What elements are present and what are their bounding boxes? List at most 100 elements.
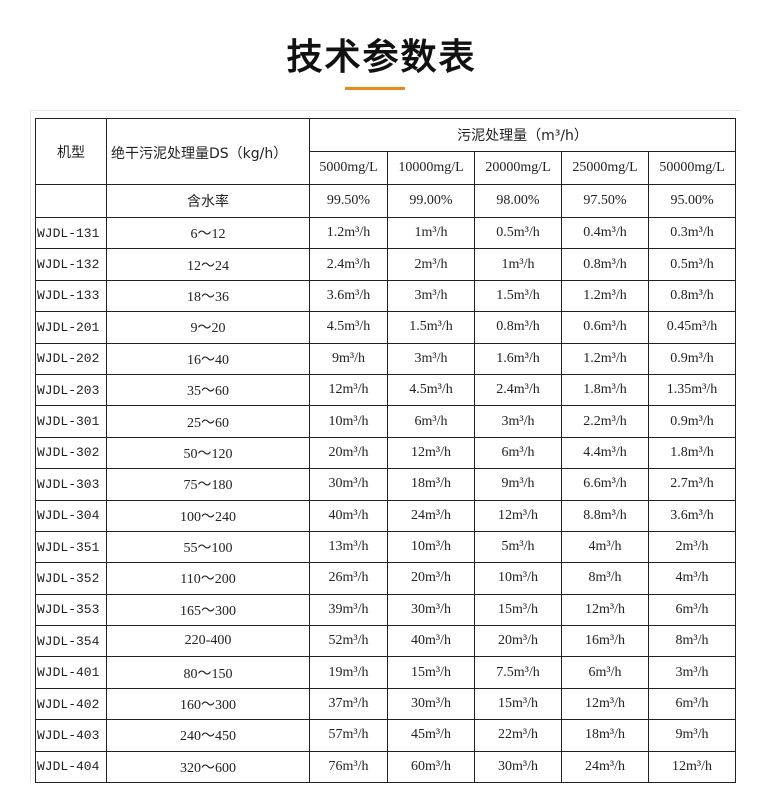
model-cell: WJDL-404 [35,750,107,784]
capacity-cell: 12m³/h [647,750,737,784]
capacity-cell: 3m³/h [647,656,737,689]
capacity-cell: 0.9m³/h [647,342,737,375]
ds-cell: 240～450 [106,719,310,752]
capacity-cell: 1m³/h [387,216,475,250]
capacity-cell: 20m³/h [309,436,388,470]
capacity-cell: 40m³/h [387,625,475,658]
capacity-cell: 1.35m³/h [647,373,737,407]
table-row: WJDL-401 80～150 19m³/h 15m³/h 7.5m³/h 6m³/h 3m… [35,656,737,689]
capacity-cell: 0.45m³/h [647,311,737,344]
concentration-header: 50000mg/L [647,151,737,185]
capacity-cell: 2.2m³/h [561,405,649,438]
table-row: WJDL-302 50～120 20m³/h 12m³/h 6m³/h 4.4m³/h 1.… [35,436,737,470]
capacity-cell: 39m³/h [309,593,388,627]
ds-cell: 75～180 [106,468,310,501]
ds-header: 绝干污泥处理量DS（kg/h） [106,118,310,185]
capacity-cell: 2.4m³/h [474,373,562,407]
model-cell: WJDL-201 [35,311,107,344]
model-cell: WJDL-132 [35,248,107,281]
capacity-cell: 1.5m³/h [474,279,562,313]
capacity-cell: 4m³/h [647,562,737,595]
capacity-cell: 9m³/h [474,468,562,501]
capacity-cell: 0.5m³/h [474,216,562,250]
capacity-cell: 6m³/h [387,405,475,438]
model-cell: WJDL-203 [35,373,107,407]
capacity-cell: 1.5m³/h [387,311,475,344]
model-cell: WJDL-354 [35,625,107,658]
capacity-cell: 8.8m³/h [561,499,649,532]
capacity-cell: 3m³/h [387,342,475,375]
capacity-cell: 37m³/h [309,687,388,721]
table-row: WJDL-202 16～40 9m³/h 3m³/h 1.6m³/h 1.2m³/h 0.9… [35,342,737,375]
capacity-cell: 30m³/h [474,750,562,784]
model-cell: WJDL-133 [35,279,107,313]
capacity-cell: 20m³/h [474,625,562,658]
capacity-cell: 10m³/h [474,562,562,595]
title-underline [345,87,405,90]
moisture-value: 99.00% [387,184,475,218]
capacity-cell: 24m³/h [387,499,475,532]
ds-cell: 25～60 [106,405,310,438]
capacity-cell: 5m³/h [474,530,562,564]
capacity-cell: 15m³/h [474,687,562,721]
capacity-cell: 24m³/h [561,750,649,784]
empty-cell [35,184,107,218]
capacity-cell: 4.4m³/h [561,436,649,470]
moisture-value: 99.50% [309,184,388,218]
ds-cell: 80～150 [106,656,310,689]
capacity-cell: 1.8m³/h [561,373,649,407]
capacity-cell: 6.6m³/h [561,468,649,501]
capacity-cell: 0.3m³/h [647,216,737,250]
capacity-cell: 0.8m³/h [647,279,737,313]
capacity-cell: 15m³/h [474,593,562,627]
concentration-header: 5000mg/L [309,151,388,185]
capacity-cell: 0.9m³/h [647,405,737,438]
capacity-cell: 0.4m³/h [561,216,649,250]
capacity-cell: 10m³/h [387,530,475,564]
moisture-value: 97.50% [561,184,649,218]
ds-cell: 6～12 [106,216,310,250]
model-cell: WJDL-202 [35,342,107,375]
capacity-cell: 1m³/h [474,248,562,281]
capacity-header: 污泥处理量（m³/h） [308,118,737,152]
capacity-cell: 45m³/h [387,719,475,752]
capacity-cell: 7.5m³/h [474,656,562,689]
model-header: 机型 [35,118,107,185]
ds-cell: 110～200 [106,562,310,595]
moisture-label: 含水率 [106,184,310,218]
capacity-cell: 52m³/h [309,625,388,658]
capacity-cell: 16m³/h [561,625,649,658]
capacity-cell: 12m³/h [561,593,649,627]
capacity-cell: 0.8m³/h [561,248,649,281]
table-row: WJDL-132 12～24 2.4m³/h 2m³/h 1m³/h 0.8m³/h 0.5… [35,248,737,281]
capacity-cell: 10m³/h [309,405,388,438]
capacity-cell: 12m³/h [474,499,562,532]
capacity-cell: 4.5m³/h [387,373,475,407]
ds-cell: 16～40 [106,342,310,375]
ds-cell: 12～24 [106,248,310,281]
moisture-value: 95.00% [647,184,737,218]
table-row: WJDL-203 35～60 12m³/h 4.5m³/h 2.4m³/h 1.8m³/h… [35,373,737,407]
capacity-cell: 12m³/h [309,373,388,407]
capacity-cell: 0.8m³/h [474,311,562,344]
model-cell: WJDL-353 [35,593,107,627]
ds-cell: 165～300 [106,593,310,627]
capacity-cell: 3m³/h [387,279,475,313]
table-row: WJDL-301 25～60 10m³/h 6m³/h 3m³/h 2.2m³/h 0.9m… [35,405,737,438]
capacity-cell: 8m³/h [561,562,649,595]
ds-cell: 50～120 [106,436,310,470]
concentration-header: 20000mg/L [474,151,562,185]
capacity-cell: 57m³/h [309,719,388,752]
capacity-cell: 0.6m³/h [561,311,649,344]
spec-table: 机型 绝干污泥处理量DS（kg/h） 污泥处理量（m³/h） 5000mg/L 1… [35,118,737,784]
capacity-cell: 0.5m³/h [647,248,737,281]
capacity-cell: 76m³/h [309,750,388,784]
ds-cell: 18～36 [106,279,310,313]
capacity-cell: 30m³/h [309,468,388,501]
capacity-cell: 26m³/h [309,562,388,595]
model-cell: WJDL-301 [35,405,107,438]
capacity-cell: 2.7m³/h [647,468,737,501]
capacity-cell: 6m³/h [561,656,649,689]
capacity-cell: 19m³/h [309,656,388,689]
ds-cell: 160～300 [106,687,310,721]
